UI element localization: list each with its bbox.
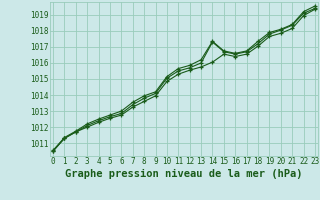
- X-axis label: Graphe pression niveau de la mer (hPa): Graphe pression niveau de la mer (hPa): [65, 169, 303, 179]
